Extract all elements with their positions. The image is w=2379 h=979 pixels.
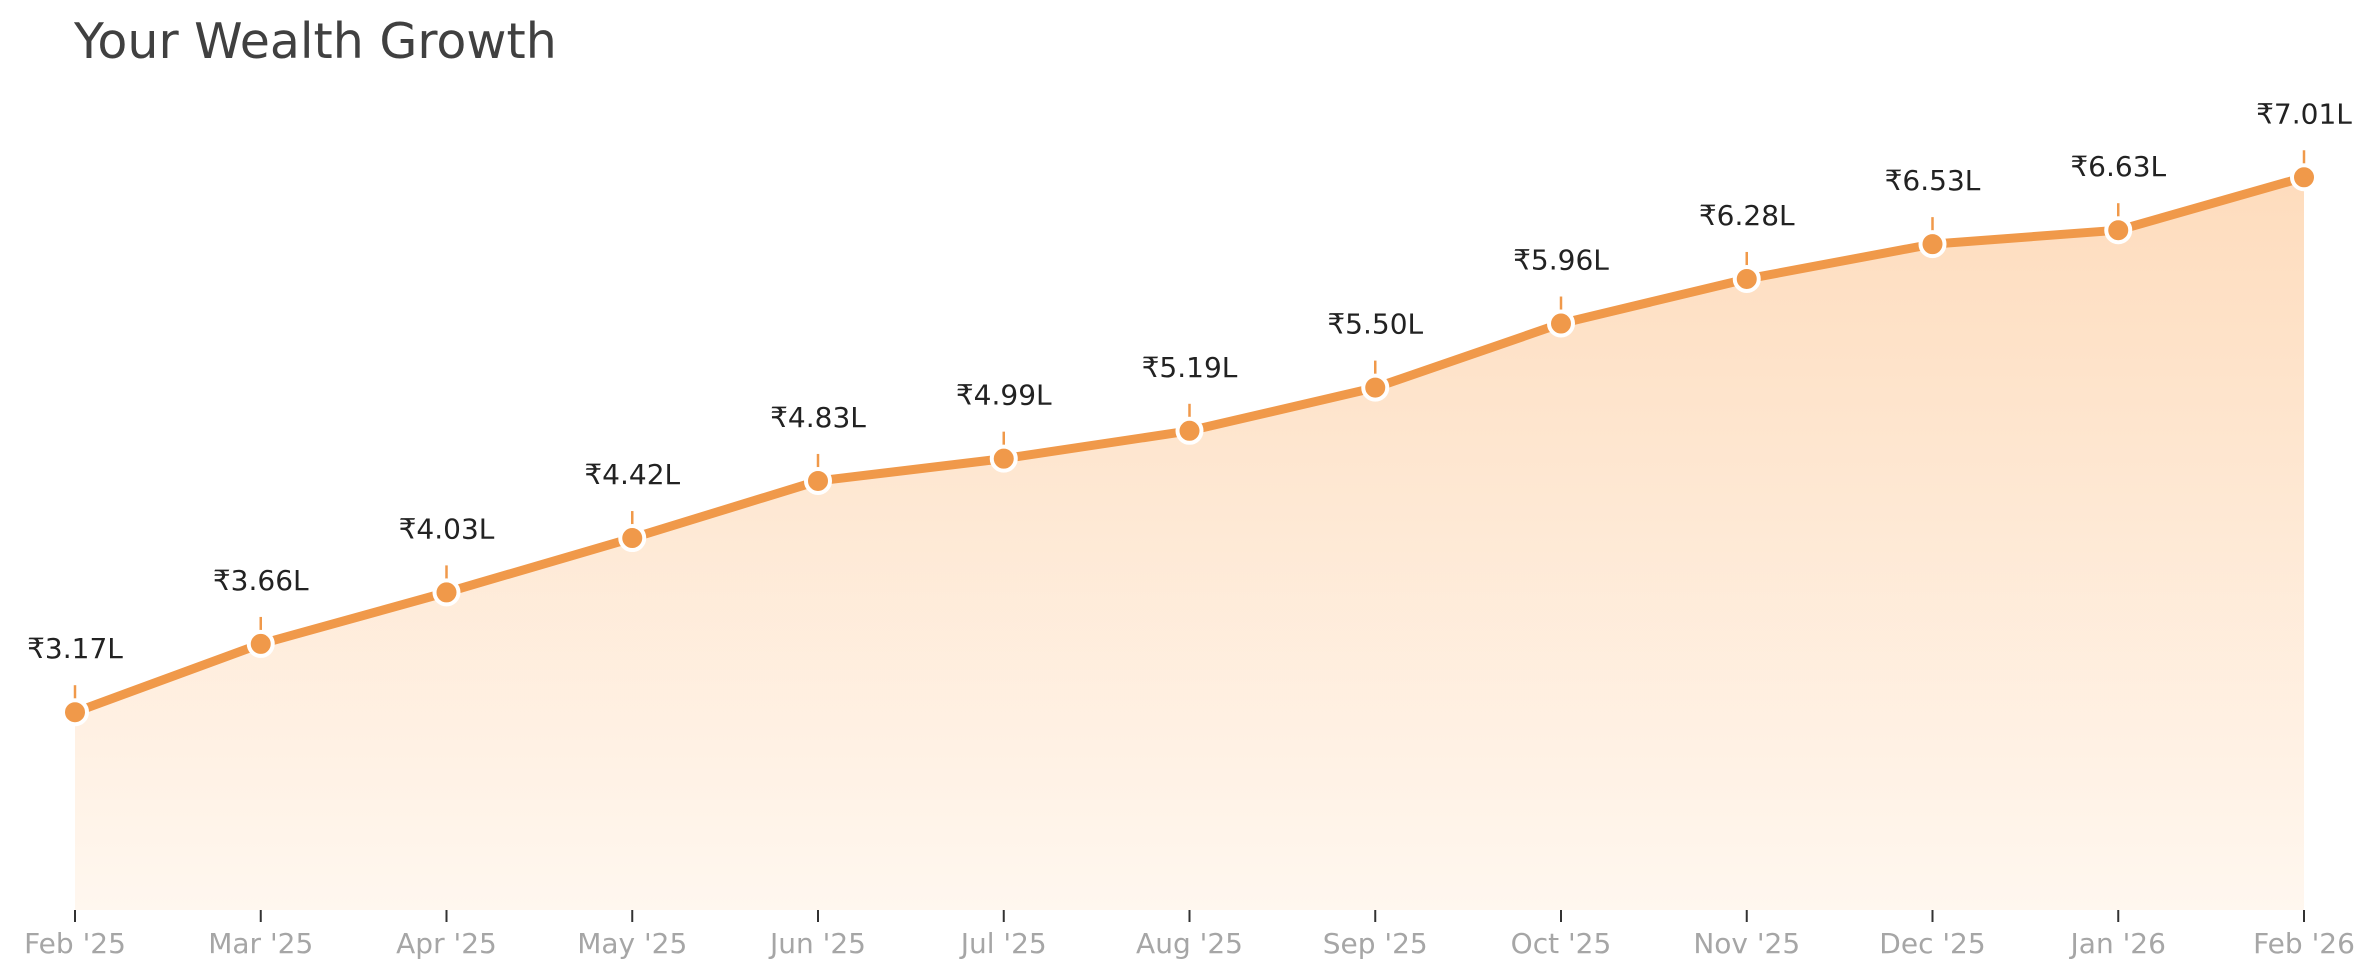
data-label: ₹4.99L — [956, 379, 1052, 412]
chart-title: Your Wealth Growth — [74, 13, 557, 70]
area-fill — [75, 177, 2304, 910]
data-label: ₹5.50L — [1327, 308, 1423, 341]
marker-layer — [61, 150, 2318, 727]
data-point — [1361, 373, 1390, 402]
data-label: ₹4.03L — [399, 512, 495, 545]
data-label: ₹6.63L — [2070, 150, 2166, 183]
x-tick-label: Aug '25 — [1136, 927, 1243, 960]
data-label: ₹6.53L — [1885, 164, 1981, 197]
data-label: ₹4.83L — [770, 401, 866, 434]
x-tick-label: Oct '25 — [1511, 927, 1612, 960]
data-point — [2290, 163, 2318, 192]
x-tick-label: Feb '26 — [2253, 927, 2355, 960]
data-point — [1918, 230, 1947, 259]
data-point — [432, 578, 461, 607]
x-axis: Feb '25 Mar '25 Apr '25 May '25 Jun '25 Jul '… — [24, 910, 2355, 960]
data-label: ₹3.17L — [27, 632, 123, 665]
data-label: ₹6.28L — [1699, 199, 1795, 232]
data-point — [989, 444, 1018, 473]
x-tick-label: Dec '25 — [1879, 927, 1985, 960]
data-point — [2104, 216, 2133, 245]
x-tick-label: Mar '25 — [208, 927, 313, 960]
x-tick-label: Sep '25 — [1323, 927, 1428, 960]
x-tick-label: Jan '26 — [2069, 927, 2166, 960]
data-point — [1175, 416, 1204, 445]
data-point — [1732, 264, 1761, 293]
x-tick-label: Nov '25 — [1693, 927, 1800, 960]
data-label: ₹3.66L — [213, 564, 309, 597]
data-point — [804, 466, 832, 495]
x-tick-label: May '25 — [577, 927, 687, 960]
x-tick-label: Jun '25 — [768, 927, 866, 960]
data-label: ₹5.19L — [1142, 351, 1238, 384]
data-label: ₹4.42L — [584, 458, 680, 491]
x-tick-label: Jul '25 — [959, 927, 1047, 960]
data-point — [618, 524, 647, 553]
data-label: ₹7.01L — [2256, 97, 2352, 130]
data-point — [1547, 309, 1575, 338]
data-label-layer: ₹3.17L ₹3.66L ₹4.03L ₹4.42L ₹4.83L ₹4.99L ₹5.1… — [27, 97, 2352, 665]
data-label: ₹5.96L — [1513, 244, 1609, 277]
x-tick-label: Feb '25 — [24, 927, 126, 960]
data-point — [246, 629, 275, 658]
area-layer — [75, 177, 2304, 910]
x-tick-label: Apr '25 — [396, 927, 497, 960]
data-point — [61, 698, 89, 727]
